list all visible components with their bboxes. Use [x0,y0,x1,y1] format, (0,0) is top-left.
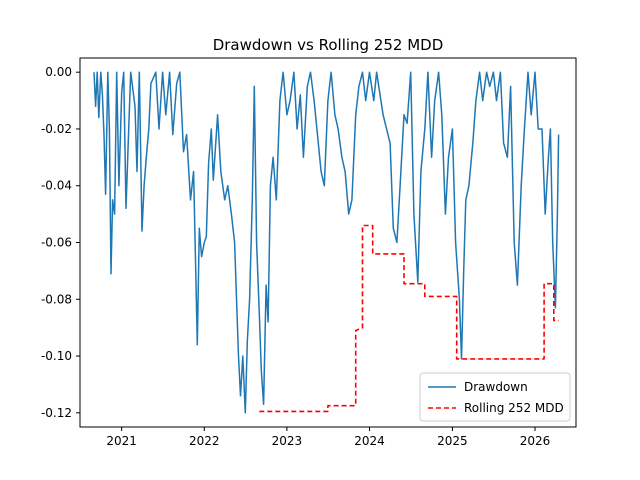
series-line-drawdown [93,71,560,414]
x-tick-label: 2025 [437,434,468,448]
x-tick-label: 2021 [106,434,137,448]
y-tick-label: -0.02 [41,122,72,136]
y-tick-label: -0.10 [41,349,72,363]
plot-frame [79,57,577,428]
y-axis: 0.00 -0.02 -0.04 -0.06 -0.08 -0.10 -0.12 [41,65,80,420]
y-tick-label: -0.12 [41,406,72,420]
legend-label: Drawdown [464,380,528,394]
x-tick-label: 2023 [272,434,303,448]
legend: Drawdown Rolling 252 MDD [419,372,571,422]
y-tick-label: 0.00 [45,65,72,79]
y-tick-label: -0.08 [41,292,72,306]
legend-label: Rolling 252 MDD [464,401,564,415]
x-tick-label: 2022 [189,434,220,448]
series-layer [93,71,560,414]
y-tick-label: -0.04 [41,179,72,193]
y-tick-label: -0.06 [41,236,72,250]
legend-box [419,372,571,422]
x-axis: 2021 2022 2023 2024 2025 2026 [106,427,550,448]
series-line-rolling-252-mdd [259,224,559,413]
x-tick-label: 2024 [354,434,385,448]
x-tick-label: 2026 [520,434,551,448]
chart-title: Drawdown vs Rolling 252 MDD [213,36,444,54]
